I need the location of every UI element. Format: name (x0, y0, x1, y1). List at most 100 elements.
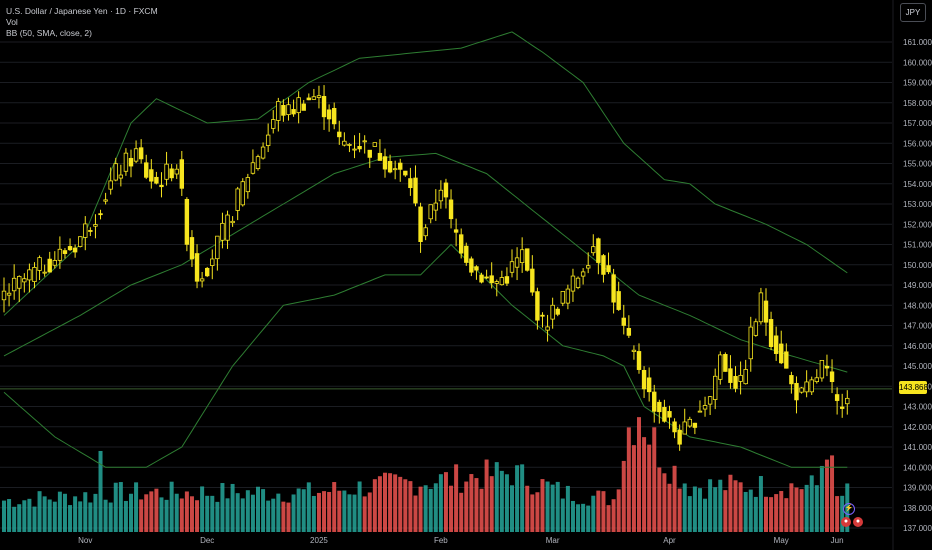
volume-bar (332, 482, 337, 532)
candle-up (347, 144, 352, 146)
volume-bar (621, 460, 626, 532)
y-tick-label: 155.000 (903, 160, 932, 169)
volume-bar (357, 481, 362, 532)
volume-bar (42, 496, 47, 532)
candle-down (469, 258, 474, 273)
volume-bar (555, 481, 560, 532)
candle-down (62, 250, 68, 254)
volume-bar (550, 484, 555, 532)
candle-up (362, 140, 367, 143)
y-tick-label: 137.000 (903, 524, 932, 533)
symbol-title: U.S. Dollar / Japanese Yen · 1D · FXCM (6, 6, 158, 16)
volume-bar (560, 498, 565, 532)
volume-bar (113, 482, 118, 532)
volume-bar (362, 496, 367, 532)
volume-indicator-label[interactable]: Vol (6, 17, 18, 27)
candle-up (37, 257, 42, 271)
candle-up (164, 163, 169, 180)
volume-bar (129, 493, 133, 532)
volume-bar (301, 489, 306, 532)
candle-down (413, 177, 418, 204)
candle-down (382, 156, 388, 170)
y-tick-label: 151.000 (903, 241, 932, 250)
currency-button[interactable]: JPY (900, 3, 926, 22)
volume-bar (626, 427, 631, 532)
volume-bar (372, 479, 377, 532)
lightning-icon[interactable]: ⚡ (843, 503, 855, 515)
candle-down (337, 131, 342, 138)
volume-bar (68, 505, 73, 532)
jp-flag-icon[interactable]: ● (853, 517, 863, 527)
candle-down (357, 146, 362, 150)
candle-down (169, 168, 174, 179)
volume-bar (210, 495, 215, 532)
candle-down (301, 103, 306, 111)
candle-up (22, 278, 27, 283)
volume-bar (611, 499, 616, 532)
candle-up (743, 369, 748, 385)
volume-bar (205, 495, 210, 532)
us-flag-icon[interactable]: ● (841, 517, 851, 527)
volume-bar (98, 450, 103, 532)
candle-up (108, 180, 113, 190)
volume-bar (139, 499, 144, 532)
volume-bar (423, 485, 428, 532)
y-tick-label: 147.000 (903, 322, 932, 331)
volume-bar (27, 498, 32, 532)
candle-down (504, 276, 510, 284)
candle-down (306, 97, 311, 101)
candle-down (540, 314, 545, 317)
candle-down (636, 351, 642, 370)
volume-bar (840, 495, 845, 532)
y-tick-label: 152.000 (903, 220, 932, 229)
volume-bar (377, 476, 382, 532)
volume-bar (697, 488, 702, 532)
volume-bar (296, 488, 301, 532)
volume-bar (743, 491, 748, 532)
bollinger-basis-line (3, 152, 848, 373)
candle-up (560, 291, 565, 304)
volume-bar (677, 488, 682, 532)
candle-down (779, 343, 784, 364)
candle-up (428, 204, 433, 220)
candle-down (692, 422, 698, 428)
volume-bar (718, 479, 723, 532)
volume-bar (7, 499, 12, 532)
volume-bar (576, 504, 581, 532)
candle-down (281, 105, 286, 116)
y-tick-label: 146.000 (903, 342, 932, 351)
volume-bar (637, 417, 641, 532)
volume-bar (179, 498, 184, 532)
candle-up (6, 292, 12, 296)
candle-up (702, 405, 708, 410)
candle-down (621, 317, 626, 326)
volume-bar (159, 497, 164, 532)
bollinger-lower-line (3, 243, 848, 468)
candle-up (499, 277, 505, 286)
volume-bar (596, 490, 601, 532)
volume-bar (545, 481, 550, 532)
volume-bar (286, 502, 291, 532)
candle-down (149, 169, 154, 182)
candle-up (423, 227, 428, 237)
candle-up (550, 304, 555, 320)
volume-bar (525, 485, 530, 532)
volume-bar (814, 485, 819, 532)
volume-bar (682, 483, 687, 532)
candle-down (616, 291, 621, 310)
volume-bar (504, 474, 509, 532)
volume-bar (149, 491, 154, 532)
volume-bar (428, 488, 433, 532)
volume-bar (220, 483, 225, 532)
candle-up (286, 104, 291, 116)
candle-up (845, 397, 850, 405)
candle-down (768, 319, 774, 347)
candle-up (814, 377, 819, 383)
volume-bar (37, 491, 42, 532)
candle-up (509, 261, 515, 273)
bollinger-indicator-label[interactable]: BB (50, SMA, close, 2) (6, 28, 92, 38)
volume-bar (499, 470, 504, 532)
volume-bar (103, 499, 108, 532)
